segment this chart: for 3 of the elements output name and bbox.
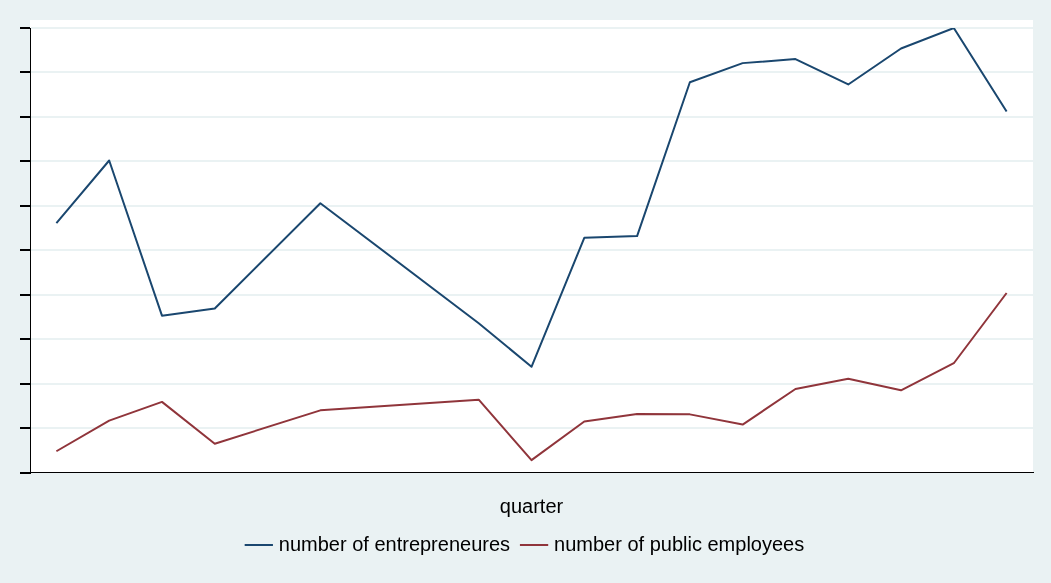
- legend-label: number of entrepreneures: [278, 532, 511, 555]
- x-axis-title: quarter: [499, 494, 564, 517]
- legend-label: number of public employees: [554, 532, 805, 555]
